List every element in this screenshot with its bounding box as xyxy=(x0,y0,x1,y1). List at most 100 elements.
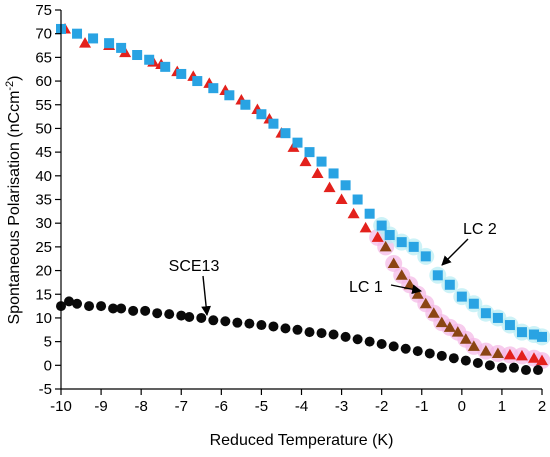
y-tick-label: 15 xyxy=(35,286,52,303)
lc-2-point xyxy=(160,61,171,72)
x-tick-label: -2 xyxy=(375,398,388,415)
lc-2-point xyxy=(480,308,491,319)
y-tick-label: -5 xyxy=(39,381,52,398)
y-tick-label: 0 xyxy=(44,357,52,374)
sce13-point xyxy=(448,353,459,364)
sce13-point xyxy=(232,317,243,328)
lc-2-point xyxy=(352,194,363,205)
sce13-point xyxy=(196,312,207,323)
y-tick-label: 10 xyxy=(35,310,52,327)
lc-2-point xyxy=(384,230,395,241)
sce13-point xyxy=(116,303,127,314)
lc-1-point xyxy=(299,155,312,167)
lc-1-point xyxy=(323,181,336,193)
y-tick-label: 35 xyxy=(35,192,52,209)
lc-1-point xyxy=(311,167,324,178)
y-tick-label: 40 xyxy=(35,168,52,185)
sce13-point xyxy=(208,315,219,326)
lc-1-point xyxy=(536,354,548,366)
sce13-point xyxy=(96,301,107,312)
data-points-layer xyxy=(56,22,548,376)
x-tick-label: -10 xyxy=(50,398,72,415)
sce13-point xyxy=(532,365,543,376)
lc-2-point xyxy=(492,312,503,323)
lc-2-point xyxy=(224,90,235,101)
lc-2-point xyxy=(420,251,431,262)
sce13-point xyxy=(152,308,163,319)
lc-2-point xyxy=(504,320,515,331)
lc-1-point xyxy=(379,240,392,252)
sce13-point xyxy=(316,328,327,339)
lc-2-point xyxy=(256,109,267,120)
sce13-point xyxy=(84,301,95,312)
x-tick-label: -8 xyxy=(134,398,147,415)
y-axis-title: Spontaneous Polarisation (nCcm-2) xyxy=(4,75,23,324)
lc-1-point xyxy=(371,231,384,242)
y-tick-label: 50 xyxy=(35,120,52,137)
sce13-point xyxy=(164,309,175,320)
lc-2-point xyxy=(340,180,351,191)
lc-2-point xyxy=(292,137,303,148)
annotation-sce13-arrow xyxy=(201,275,211,316)
lc-1-point xyxy=(479,345,492,356)
sce13-point xyxy=(256,320,267,331)
lc-2-point xyxy=(144,54,155,65)
sce13-point xyxy=(388,341,399,352)
lc-1-point xyxy=(491,347,504,358)
lc-1-point xyxy=(79,37,92,48)
lc-1-point xyxy=(451,326,464,337)
lc-1-point xyxy=(427,307,440,318)
x-tick-label: -6 xyxy=(215,398,228,415)
y-tick-label: 55 xyxy=(35,97,52,114)
lc-2-point xyxy=(364,208,375,219)
lc-2-point xyxy=(444,279,455,290)
lc-2-point xyxy=(432,270,443,281)
lc-1-point xyxy=(419,297,432,309)
annotation-lc1-arrow xyxy=(390,284,422,295)
sce13-point xyxy=(280,323,291,334)
lc-2-point xyxy=(132,50,143,61)
sce13-point xyxy=(108,303,119,314)
lc-2-point xyxy=(240,99,251,110)
lc-1-point xyxy=(443,321,456,332)
sce13-point xyxy=(376,338,387,349)
sce13-point xyxy=(364,336,375,347)
sce13-point xyxy=(352,334,363,345)
sce13-point xyxy=(176,310,187,321)
sce13-point xyxy=(268,321,279,332)
y-tick-label: 65 xyxy=(35,49,52,66)
x-tick-label: -9 xyxy=(94,398,107,415)
sce13-point xyxy=(340,331,351,342)
sce13-point xyxy=(304,327,315,338)
sce13-point xyxy=(412,346,423,357)
x-tick-label: 0 xyxy=(458,398,466,415)
lc-2-point xyxy=(192,76,203,87)
lc-2-point xyxy=(456,291,467,302)
lc-1-point xyxy=(359,221,372,233)
lc-2-point xyxy=(208,83,219,94)
lc-2-point xyxy=(468,298,479,309)
y-tick-label: 25 xyxy=(35,239,52,256)
x-tick-label: -5 xyxy=(255,398,268,415)
lc-1-point xyxy=(347,207,360,219)
sce13-point xyxy=(400,343,411,354)
x-tick-label: -4 xyxy=(295,398,308,415)
lc-1-point xyxy=(503,348,516,360)
lc-2-point xyxy=(72,28,83,39)
lc-2-point xyxy=(376,220,387,231)
lc-2-point xyxy=(116,42,127,53)
annotation-lc1: LC 1 xyxy=(349,279,422,296)
lc-1-point xyxy=(395,269,408,280)
y-tick-label: 20 xyxy=(35,263,52,280)
x-tick-label: -3 xyxy=(335,398,348,415)
sce13-point xyxy=(460,355,471,366)
lc-2-point xyxy=(104,38,115,49)
y-tick-label: 60 xyxy=(35,73,52,90)
sce13-point xyxy=(140,305,151,316)
y-tick-label: 45 xyxy=(35,144,52,161)
sce13-point xyxy=(328,329,339,340)
annotation-lc2: LC 2 xyxy=(441,221,497,266)
lc-2-point xyxy=(516,327,527,338)
sce13-point xyxy=(220,316,231,327)
